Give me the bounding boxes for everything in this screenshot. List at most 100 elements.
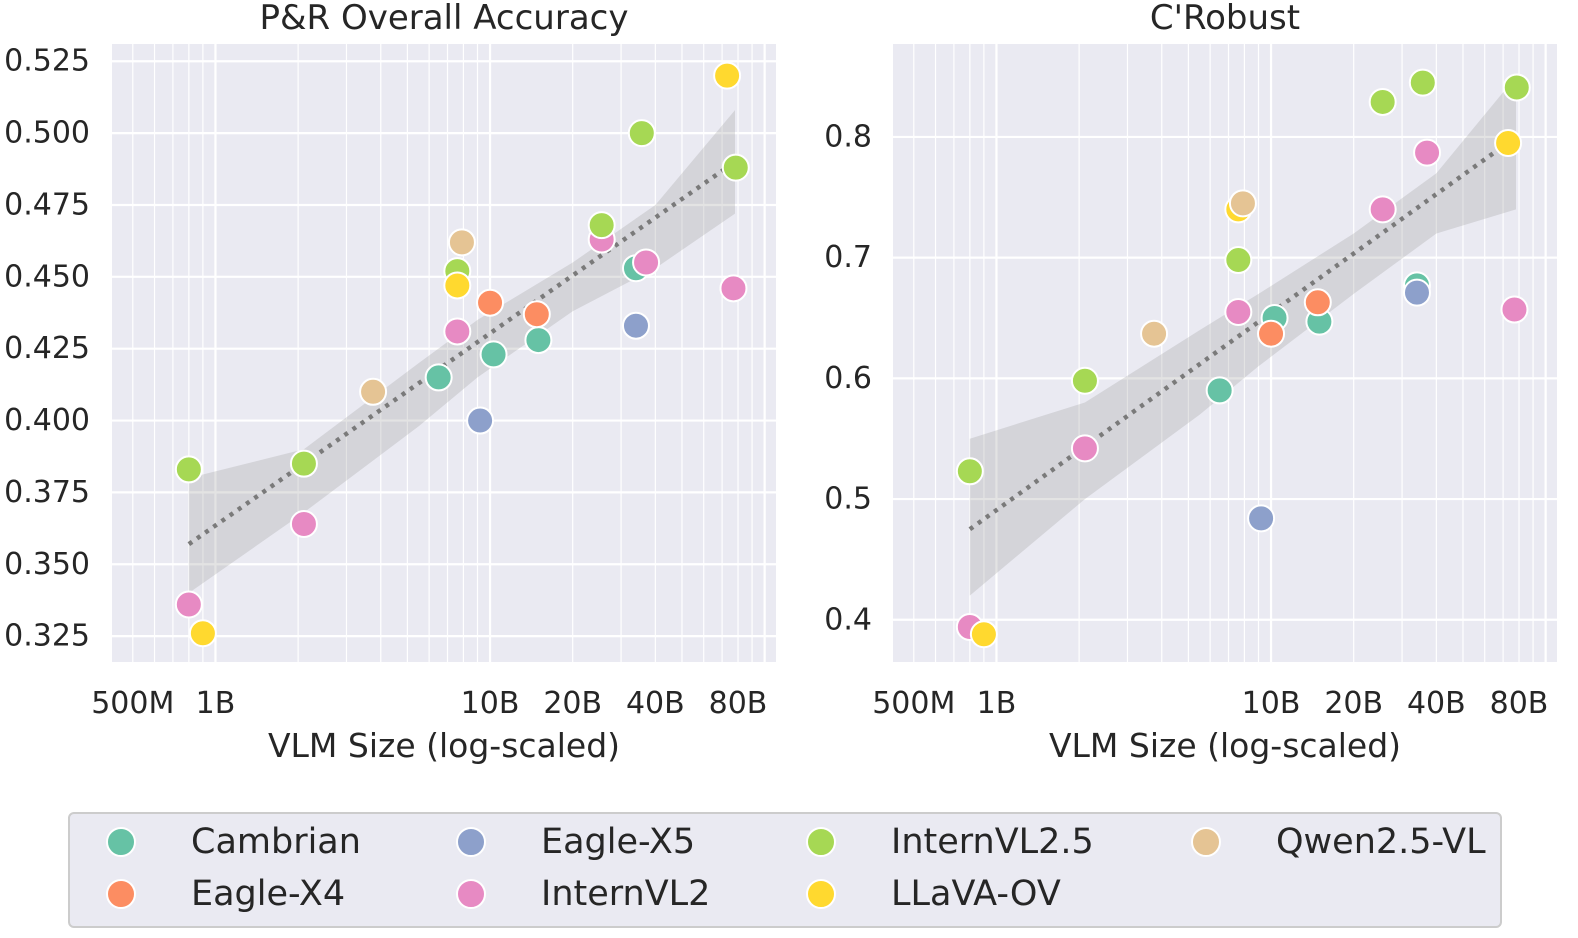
y-tick-label: 0.500 [4,116,90,151]
data-point [1140,319,1169,348]
x-tick-label: 20B [1324,686,1383,721]
data-point [1500,295,1529,324]
y-tick-label: 0.400 [4,403,90,438]
legend-item-eagle-x5: Eagle-X5 [456,820,695,864]
x-axis-label: VLM Size (log-scaled) [1049,726,1401,765]
series-cambrian [1205,271,1431,405]
data-point [1368,195,1397,224]
data-point [1247,504,1276,533]
x-tick-label: 80B [709,686,768,721]
series-eagle-x4 [1257,288,1332,348]
plot-area [112,44,776,662]
x-tick-label: 10B [461,686,520,721]
legend-item-internvl2-5: InternVL2.5 [806,820,1094,864]
y-tick-label: 0.4 [824,602,872,637]
data-point [443,271,472,300]
series-internvl2-5 [174,119,750,484]
legend-label: InternVL2 [541,874,711,914]
chart-title: C'Robust [1150,0,1300,38]
data-point [466,406,495,435]
data-point [476,288,505,317]
data-point [1070,434,1099,463]
data-point [359,377,388,406]
data-point [621,311,650,340]
legend-item-llava-ov: LLaVA-OV [806,872,1061,916]
data-point [1257,319,1286,348]
series-eagle-x5 [1247,278,1431,533]
data-point [1228,189,1257,218]
data-point [479,340,508,369]
y-tick-label: 0.525 [4,44,90,79]
plot-area [893,44,1557,662]
x-tick-label: 500M [872,686,955,721]
trend-line [968,135,1518,532]
data-point [1070,366,1099,395]
legend-marker [456,879,486,909]
trend-line [187,160,737,546]
legend: Cambrian Eagle-X5 InternVL2.5 Qwen2.5-VL… [68,812,1502,928]
data-point [1303,288,1332,317]
data-point [969,620,998,649]
x-tick-label: 10B [1242,686,1301,721]
legend-item-eagle-x4: Eagle-X4 [106,872,345,916]
series-internvl2-5 [955,68,1531,486]
legend-label: Qwen2.5-VL [1276,822,1486,862]
y-tick-label: 0.7 [824,240,872,275]
y-tick-label: 0.350 [4,547,90,582]
data-point [627,119,656,148]
y-tick-label: 0.475 [4,187,90,222]
x-tick-label: 1B [196,686,236,721]
data-point [1205,376,1234,405]
data-point [721,153,750,182]
legend-marker [106,827,136,857]
legend-item-qwen2-5-vl: Qwen2.5-VL [1191,820,1486,864]
data-point [1402,278,1431,307]
data-point [1368,87,1397,116]
legend-marker [1191,827,1221,857]
legend-label: Eagle-X5 [541,822,696,862]
x-tick-label: 80B [1490,686,1549,721]
y-tick-label: 0.450 [4,259,90,294]
legend-marker [806,879,836,909]
x-axis-label: VLM Size (log-scaled) [268,726,620,765]
data-point [188,619,217,648]
data-point [522,300,551,329]
y-tick-label: 0.8 [824,119,872,154]
data-point [174,455,203,484]
y-tick-label: 0.6 [824,361,872,396]
confidence-band [188,110,736,593]
legend-marker [106,879,136,909]
data-point [713,61,742,90]
data-point [632,248,661,277]
x-tick-label: 1B [977,686,1017,721]
legend-label: InternVL2.5 [891,822,1094,862]
legend-item-cambrian: Cambrian [106,820,361,864]
legend-marker [456,827,486,857]
data-point [955,457,984,486]
legend-item-internvl2: InternVL2 [456,872,710,916]
data-point [289,449,318,478]
legend-label: Eagle-X4 [191,874,346,914]
series-qwen2-5-vl [1140,189,1257,348]
y-tick-label: 0.325 [4,619,90,654]
data-point [424,363,453,392]
series-eagle-x5 [466,311,650,435]
panel-pr-overall-accuracy: 0.325 0.350 0.375 0.400 0.425 0.450 0.475 0.500… [4,0,776,765]
data-point [1494,128,1523,157]
data-point [1502,73,1531,102]
legend-marker [806,827,836,857]
series-qwen2-5-vl [359,228,476,406]
data-point [1408,68,1437,97]
panel-c-robust: 0.4 0.5 0.6 0.7 0.8 500M 1B 10B 20B 40B 80B C'Robus… [824,0,1557,765]
data-point [1224,246,1253,275]
chart-title: P&R Overall Accuracy [260,0,629,38]
legend-label: Cambrian [191,822,361,862]
x-tick-label: 20B [543,686,602,721]
y-tick-label: 0.5 [824,482,872,517]
data-point [1413,138,1442,167]
x-tick-label: 500M [91,686,174,721]
data-point [447,228,476,257]
x-tick-label: 40B [626,686,685,721]
series-eagle-x4 [476,288,551,329]
